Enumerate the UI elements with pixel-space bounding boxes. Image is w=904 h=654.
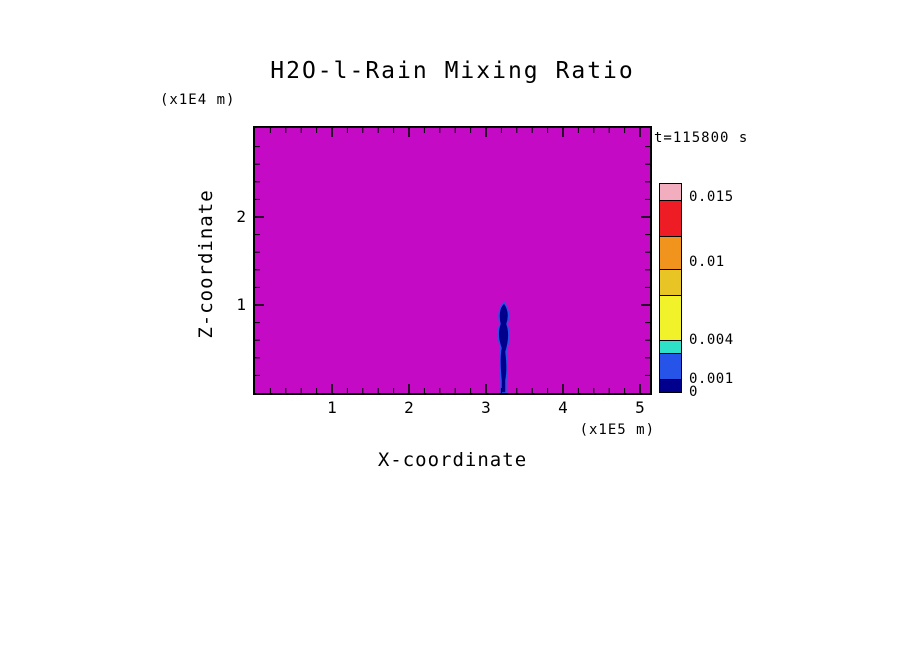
colorbar-segment [659, 339, 682, 354]
time-annotation: t=115800 s [654, 130, 749, 146]
y-tick-label: 1 [236, 295, 246, 314]
colorbar-segment [659, 198, 682, 237]
y-axis-units: (x1E4 m) [160, 92, 236, 108]
colorbar-tick-label: 0.001 [689, 371, 734, 387]
x-axis-units: (x1E5 m) [579, 422, 655, 438]
x-tick-label: 2 [404, 398, 414, 417]
colorbar-tick-label: 0 [689, 384, 698, 400]
colorbar-tick-label: 0.015 [689, 189, 734, 205]
y-axis-label: Z-coordinate [195, 189, 217, 339]
colorbar-tick-label: 0.01 [689, 254, 725, 270]
colorbar-segment [659, 183, 682, 201]
rain-plume-feature [497, 301, 510, 393]
colorbar [659, 183, 682, 394]
colorbar-tick-label: 0.004 [689, 332, 734, 348]
x-tick-label: 3 [481, 398, 491, 417]
colorbar-segment [659, 235, 682, 270]
x-tick-label: 4 [558, 398, 568, 417]
axis-ticks [255, 128, 650, 393]
colorbar-segment [659, 267, 682, 296]
plot-area [253, 126, 652, 395]
chart-title: H2O-l-Rain Mixing Ratio [270, 58, 635, 84]
plot-canvas [255, 128, 650, 393]
colorbar-segment [659, 352, 682, 380]
x-tick-label: 1 [327, 398, 337, 417]
x-tick-label: 5 [635, 398, 645, 417]
x-axis-label: X-coordinate [377, 449, 528, 471]
colorbar-segment [659, 378, 682, 393]
colorbar-segment [659, 293, 682, 341]
y-tick-label: 2 [236, 207, 246, 226]
